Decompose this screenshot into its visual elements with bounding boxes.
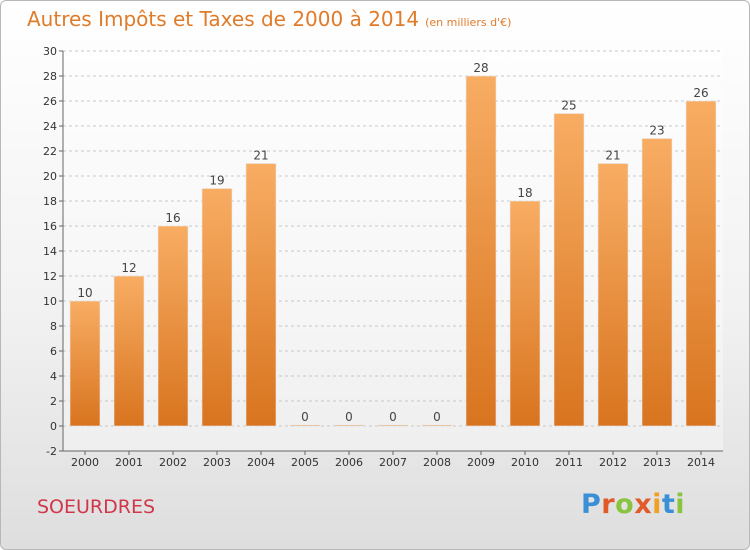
data-label: 10 (77, 286, 92, 300)
x-tick-label: 2011 (555, 456, 583, 469)
x-tick-label: 2014 (687, 456, 715, 469)
y-tick-label: 10 (43, 295, 57, 308)
bar (201, 188, 233, 427)
logo-letter: i (675, 489, 686, 520)
y-tick-label: 8 (50, 320, 57, 333)
commune-name: SOEURDRES (37, 496, 156, 518)
y-tick-label: 22 (43, 145, 57, 158)
y-tick-label: -2 (46, 445, 57, 458)
y-tick-label: 30 (43, 45, 57, 58)
data-label: 23 (649, 124, 664, 138)
data-label: 0 (345, 410, 353, 424)
bar (69, 300, 101, 427)
x-tick-label: 2009 (467, 456, 495, 469)
x-tick-label: 2000 (71, 456, 99, 469)
y-tick-label: 0 (50, 420, 57, 433)
bar (377, 424, 409, 427)
y-tick-label: 12 (43, 270, 57, 283)
bar (333, 424, 365, 427)
data-label: 26 (693, 86, 708, 100)
bar (157, 225, 189, 427)
logo-letter: o (615, 489, 635, 520)
bar (597, 163, 629, 427)
logo-letter: x (634, 489, 653, 520)
x-tick-label: 2008 (423, 456, 451, 469)
logo-letter: r (601, 489, 616, 520)
bar (245, 163, 277, 427)
x-tick-label: 2005 (291, 456, 319, 469)
x-tick-label: 2007 (379, 456, 407, 469)
bar (113, 275, 145, 427)
logo-letter: t (661, 489, 676, 520)
bar (509, 200, 541, 427)
y-tick-label: 16 (43, 220, 57, 233)
x-tick-label: 2004 (247, 456, 275, 469)
y-tick-label: 24 (43, 120, 57, 133)
bar (421, 424, 453, 427)
bar (685, 100, 717, 427)
y-tick-label: 4 (50, 370, 57, 383)
data-label: 19 (209, 174, 224, 188)
data-label: 21 (605, 149, 620, 163)
chart-title-text: Autres Impôts et Taxes de 2000 à 2014 (27, 7, 420, 31)
data-label: 28 (473, 61, 488, 75)
data-label: 12 (121, 261, 136, 275)
chart-subtitle: (en milliers d'€) (425, 16, 512, 29)
y-tick-label: 6 (50, 345, 57, 358)
y-tick-label: 20 (43, 170, 57, 183)
y-tick-label: 26 (43, 95, 57, 108)
data-label: 21 (253, 149, 268, 163)
chart-title: Autres Impôts et Taxes de 2000 à 2014 (en… (27, 7, 511, 31)
data-label: 0 (301, 410, 309, 424)
x-tick-label: 2003 (203, 456, 231, 469)
data-label: 18 (517, 186, 532, 200)
x-tick-label: 2001 (115, 456, 143, 469)
bar (289, 424, 321, 427)
x-tick-label: 2012 (599, 456, 627, 469)
data-label: 0 (389, 410, 397, 424)
bar (641, 138, 673, 427)
x-tick-label: 2002 (159, 456, 187, 469)
y-tick-label: 2 (50, 395, 57, 408)
x-tick-label: 2006 (335, 456, 363, 469)
data-label: 25 (561, 99, 576, 113)
data-label: 16 (165, 211, 180, 225)
y-tick-label: 18 (43, 195, 57, 208)
logo-letter: P (581, 489, 602, 520)
data-label: 0 (433, 410, 441, 424)
logo-letter: i (652, 489, 662, 520)
bar (553, 113, 585, 427)
x-tick-label: 2010 (511, 456, 539, 469)
proxiti-logo: Proxiti (581, 489, 685, 520)
bar (465, 75, 497, 427)
y-tick-label: 28 (43, 70, 57, 83)
x-tick-label: 2013 (643, 456, 671, 469)
y-tick-label: 14 (43, 245, 57, 258)
